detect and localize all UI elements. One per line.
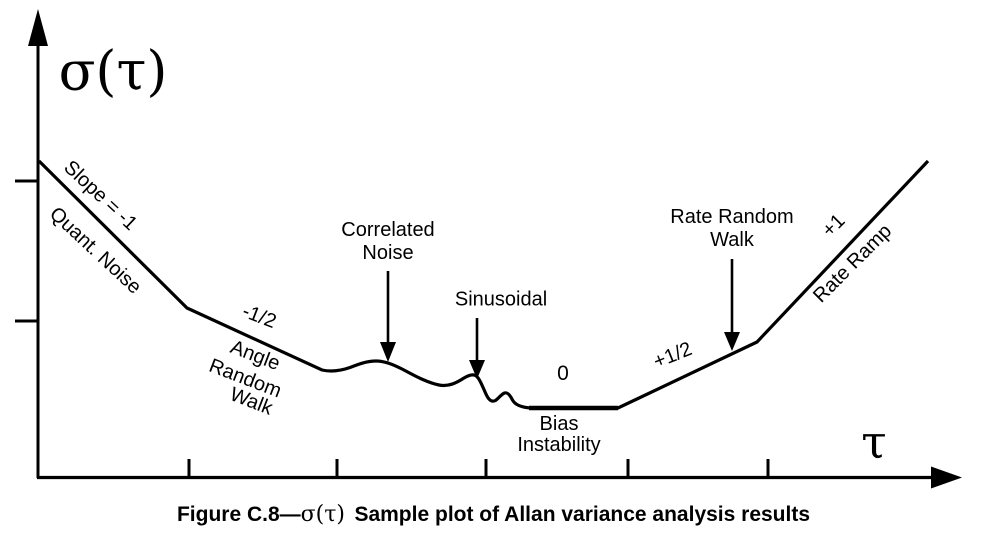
arrowhead-icon — [469, 360, 485, 379]
rate-random-walk-label: Rate Random Walk — [670, 206, 794, 251]
x-axis-label: τ — [861, 415, 887, 469]
y-axis-label: σ(τ) — [58, 39, 168, 103]
y-axis-arrowhead-icon — [28, 9, 48, 46]
arrowhead-icon — [724, 332, 740, 351]
correlated-noise-label: Correlated Noise — [341, 219, 435, 264]
allan-variance-curve — [37, 159, 930, 410]
bias-instability-label: Bias Instability — [517, 413, 601, 456]
caption-text: Sample plot of Allan variance analysis r… — [354, 503, 811, 526]
caption-math: σ(τ) — [300, 502, 346, 527]
x-axis-arrowhead-icon — [931, 466, 962, 489]
arrowhead-icon — [380, 342, 396, 362]
figure-caption: Figure C.8—σ(τ) Sample plot of Allan vari… — [0, 502, 987, 527]
sinusoidal-label: Sinusoidal — [454, 288, 548, 311]
correlated-noise-arrow — [380, 271, 396, 362]
bias-slope-label: 0 — [557, 362, 569, 385]
rate-random-walk-arrow — [724, 259, 740, 351]
caption-prefix: Figure C.8— — [176, 503, 301, 526]
sinusoidal-arrow — [469, 318, 485, 379]
